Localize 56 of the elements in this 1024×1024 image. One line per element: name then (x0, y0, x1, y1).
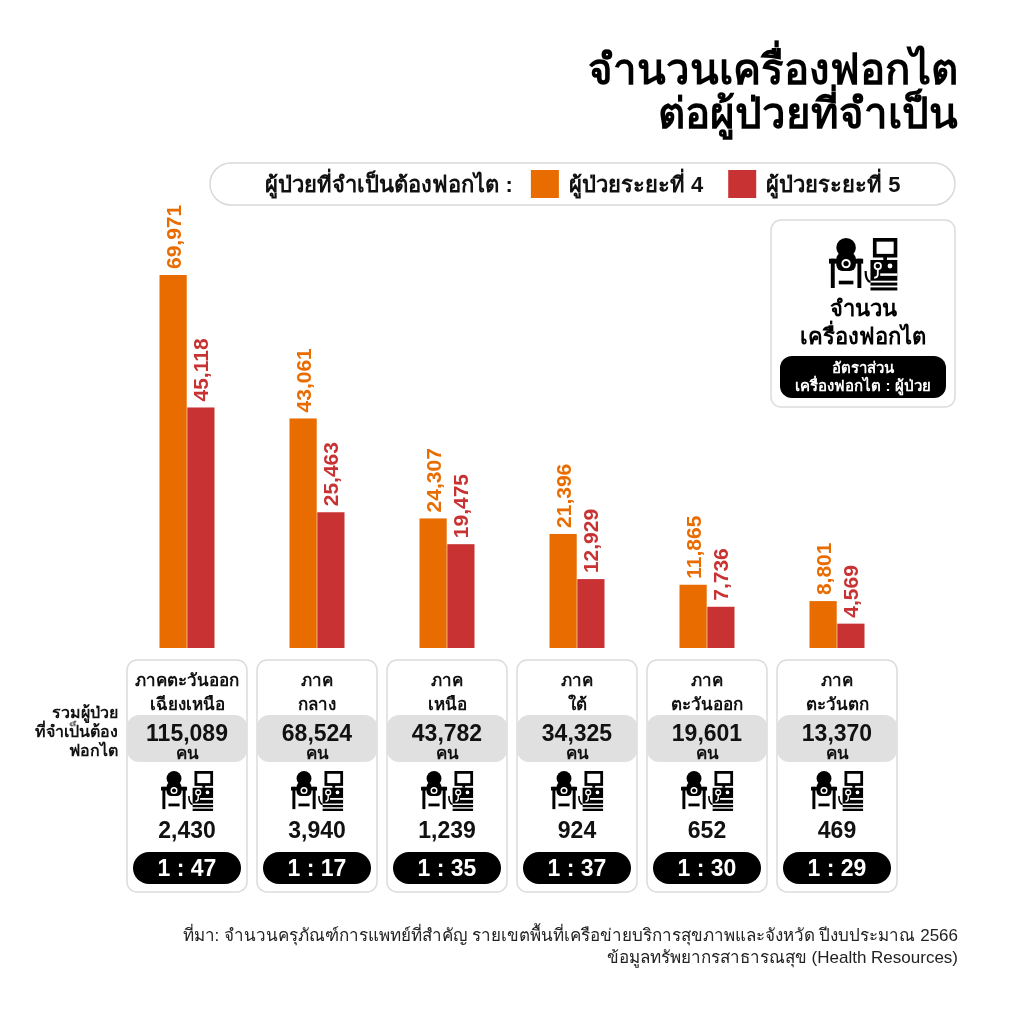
bar (289, 418, 317, 648)
bar (809, 601, 837, 648)
data-label: 24,307 (421, 448, 445, 513)
x-tick-label: ภาค เหนือ (427, 671, 467, 714)
text: 652 (687, 817, 727, 843)
data-label: 11,865 (681, 515, 705, 579)
text: 2,430 (158, 817, 216, 843)
data-label: 19,475 (449, 473, 473, 539)
x-tick-label: ภาค ใต้ (561, 671, 593, 714)
bar (447, 544, 475, 648)
text: รวมผู้ป่วย ที่จำเป็นต้อง ฟอกไต (35, 704, 118, 759)
data-label: 7,736 (709, 548, 733, 601)
legend-title: ผู้ป่วยที่จำเป็นต้องฟอกไต : (265, 167, 513, 199)
text: 469 (817, 817, 857, 843)
bar (707, 606, 735, 648)
annotation: จำนวน เครื่องฟอกไต (800, 296, 926, 349)
data-label: 4,569 (839, 565, 863, 618)
text: 1 : 29 (807, 855, 867, 881)
x-tick-label: ภาค กลาง (298, 671, 336, 714)
text: 19,601 คน (671, 720, 743, 763)
text: ที่มา: จำนวนครุภัณฑ์การแพทย์ที่สำคัญ รายเขตพื้นที่เครือข่ายบริการสุขภาพและจังหวัด ปีงบประมาณ 2566 ข้อมูลทรัพยากรสาธารณสุข (Health Resources) (182, 923, 958, 968)
data-label: 8,801 (811, 542, 835, 596)
legend-label: ผู้ป่วยระยะที่ 5 (766, 167, 901, 199)
data-label: 25,463 (319, 442, 343, 507)
text: 1 : 35 (417, 855, 477, 881)
text: 1 : 37 (547, 855, 607, 881)
text: 68,524 คน (281, 720, 353, 763)
data-label: 21,396 (551, 463, 575, 528)
data-label: 43,061 (291, 347, 315, 413)
text: 1 : 17 (287, 855, 347, 881)
text: 1,239 (418, 817, 476, 843)
bar (679, 584, 707, 648)
data-label: 69,971 (161, 204, 185, 269)
bar (159, 275, 187, 648)
text: 34,325 คน (541, 720, 613, 763)
text: 115,089 คน (146, 720, 228, 763)
bar (549, 533, 577, 648)
bar (187, 407, 215, 648)
bar (577, 579, 605, 648)
text: 1 : 47 (157, 855, 217, 881)
text: 3,940 (288, 817, 346, 843)
chart-title: จำนวนเครื่องฟอกไต ต่อผู้ป่วยที่จำเป็น (588, 40, 958, 140)
bar (837, 623, 865, 648)
x-tick-label: ภาค ตะวันออก (671, 671, 743, 714)
x-tick-label: ภาค ตะวันตก (805, 671, 869, 714)
text: 13,370 คน (801, 720, 873, 763)
text: 43,782 คน (411, 720, 483, 763)
x-tick-label: ภาคตะวันออก เฉียงเหนือ (135, 671, 239, 714)
legend-label: ผู้ป่วยระยะที่ 4 (568, 167, 704, 199)
bar (317, 512, 345, 648)
text: 1 : 30 (677, 855, 737, 881)
bar (419, 518, 447, 648)
data-label: 12,929 (579, 508, 603, 574)
data-label: 45,118 (189, 338, 213, 402)
text: 924 (557, 817, 597, 843)
annotation: อัตราส่วน เครื่องฟอกไต : ผู้ป่วย (795, 359, 931, 396)
